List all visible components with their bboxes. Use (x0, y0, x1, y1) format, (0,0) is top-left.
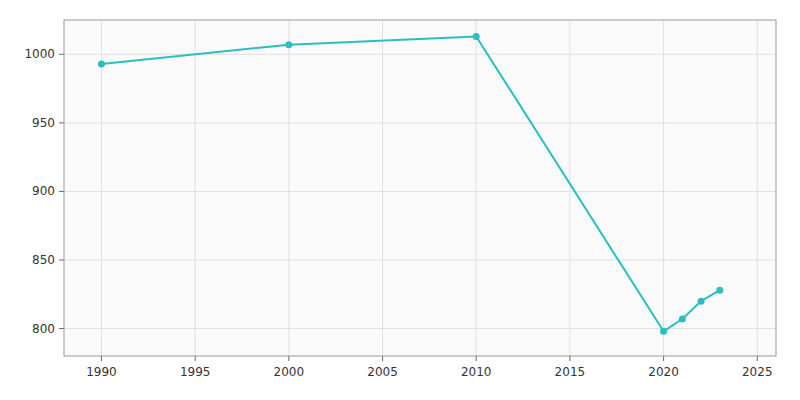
tick-label-y: 800 (32, 322, 55, 336)
grid-line-y (64, 122, 776, 123)
plot-frame (64, 20, 776, 356)
marker (473, 33, 480, 40)
grid (64, 20, 776, 356)
tick-label-y: 850 (32, 253, 55, 267)
tick-label-y: 900 (32, 184, 55, 198)
grid-line-x (195, 20, 196, 356)
tick-y (59, 54, 64, 55)
marker (698, 298, 705, 305)
tick-label-x: 2015 (555, 365, 586, 379)
tick-label-x: 2010 (461, 365, 492, 379)
tick-label-x: 2005 (367, 365, 398, 379)
series (98, 33, 723, 335)
tick-label-x: 2000 (274, 365, 305, 379)
marker (679, 315, 686, 322)
grid-line-x (569, 20, 570, 356)
grid-line-x (663, 20, 664, 356)
marker (98, 60, 105, 67)
tick-label-x: 1990 (86, 365, 117, 379)
tick-y (59, 328, 64, 329)
grid-line-x (288, 20, 289, 356)
tick-x (476, 356, 477, 361)
tick-y (59, 122, 64, 123)
tick-label-y: 1000 (24, 47, 55, 61)
grid-line-x (757, 20, 758, 356)
line (101, 36, 719, 331)
tick-x (663, 356, 664, 361)
grid-line-x (476, 20, 477, 356)
tick-x (288, 356, 289, 361)
tick-x (382, 356, 383, 361)
chart-container: 1990 1995 2000 2005 2010 2015 2020 2025 800 850 90… (0, 0, 800, 400)
grid-line-y (64, 260, 776, 261)
axes: 1990 1995 2000 2005 2010 2015 2020 2025 800 850 90… (24, 20, 776, 379)
tick-x (101, 356, 102, 361)
plot-background (64, 20, 776, 356)
tick-label-x: 1995 (180, 365, 211, 379)
tick-label-x: 2020 (648, 365, 679, 379)
tick-x (569, 356, 570, 361)
marker (716, 287, 723, 294)
grid-line-x (101, 20, 102, 356)
tick-x (757, 356, 758, 361)
tick-y (59, 191, 64, 192)
marker (285, 41, 292, 48)
grid-line-y (64, 191, 776, 192)
tick-label-y: 950 (32, 116, 55, 130)
tick-x (195, 356, 196, 361)
tick-y (59, 260, 64, 261)
grid-line-y (64, 54, 776, 55)
marker (660, 328, 667, 335)
grid-line-x (382, 20, 383, 356)
chart: 1990 1995 2000 2005 2010 2015 2020 2025 800 850 90… (0, 0, 800, 400)
tick-label-x: 2025 (742, 365, 773, 379)
